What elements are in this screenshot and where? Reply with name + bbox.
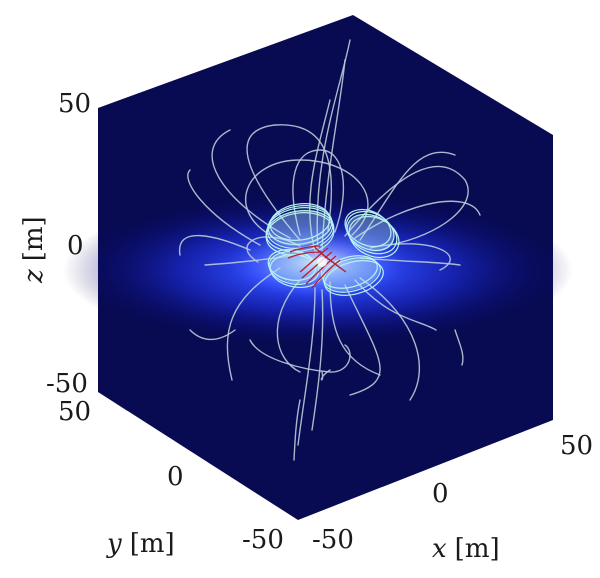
field-line — [359, 151, 456, 241]
field-line — [359, 257, 461, 266]
field-line — [276, 279, 301, 373]
field-line — [211, 129, 291, 239]
x-tick-left: -50 — [312, 525, 354, 555]
z-tick-top: 50 — [58, 89, 91, 119]
field-line — [297, 287, 316, 446]
x-tick-right: 50 — [560, 431, 593, 461]
field-line — [354, 200, 481, 239]
field-line — [369, 243, 451, 271]
z-tick-mid: 0 — [67, 231, 84, 261]
field-line — [344, 284, 381, 396]
field-line — [187, 169, 261, 246]
core-wires — [287, 245, 347, 289]
field-line — [189, 329, 236, 341]
core-center — [317, 257, 327, 267]
y-tick-top: 50 — [58, 397, 91, 427]
field-line — [204, 255, 291, 266]
field-lines — [179, 39, 481, 461]
field-line — [292, 149, 345, 236]
field-line — [293, 399, 301, 461]
field-line — [226, 267, 281, 381]
field-line — [309, 99, 331, 256]
coil-lobe-right — [344, 208, 400, 259]
field-line — [321, 59, 346, 251]
field-line — [359, 277, 421, 401]
field-line — [344, 165, 469, 246]
x-tick-mid: 0 — [432, 479, 449, 509]
z-axis-label: z[m] — [19, 216, 49, 284]
x-axis-label: x [m] — [432, 534, 500, 564]
field-line — [249, 339, 351, 373]
field-line — [246, 124, 332, 241]
z-tick-bottom: -50 — [46, 369, 88, 399]
field-line — [454, 329, 464, 366]
field-line — [320, 369, 331, 381]
field-line — [179, 234, 251, 256]
coil-lobe-front-right — [322, 255, 384, 296]
field-line — [329, 281, 381, 376]
field-line — [316, 39, 351, 251]
y-axis-label: y [m] — [106, 529, 175, 559]
y-tick-bottom: -50 — [242, 525, 284, 555]
y-tick-mid: 0 — [167, 462, 184, 492]
field-line — [246, 236, 301, 263]
field-line — [311, 289, 324, 431]
